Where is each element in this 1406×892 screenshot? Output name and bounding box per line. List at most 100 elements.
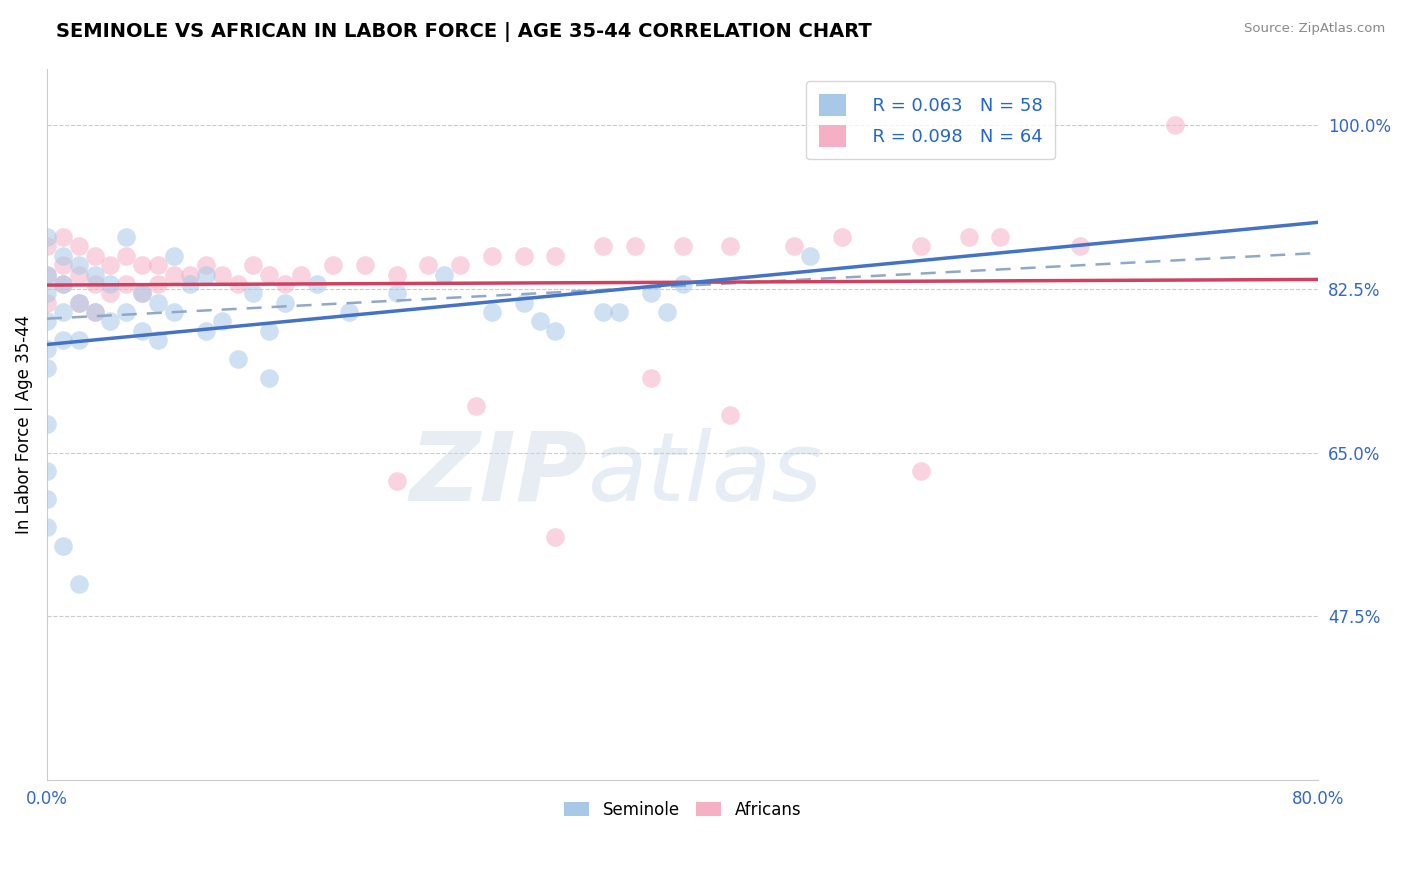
Point [226,277,249,291]
Point [544,249,567,263]
Point [481,305,503,319]
Point [146,258,169,272]
Point [194,268,217,282]
Point [131,286,153,301]
Point [512,249,534,263]
Point [146,295,169,310]
Point [385,268,408,282]
Point [146,333,169,347]
Text: Source: ZipAtlas.com: Source: ZipAtlas.com [1244,22,1385,36]
Point [67,576,90,591]
Point [67,295,90,310]
Point [307,277,329,291]
Point [83,305,105,319]
Point [194,258,217,272]
Point [910,239,932,253]
Point [211,314,233,328]
Point [259,324,281,338]
Point [274,295,297,310]
Point [52,305,75,319]
Point [163,268,186,282]
Text: atlas: atlas [588,428,823,521]
Point [115,230,138,244]
Point [353,258,375,272]
Point [799,249,821,263]
Point [100,258,122,272]
Point [100,277,122,291]
Point [910,464,932,478]
Point [67,295,90,310]
Point [52,258,75,272]
Point [35,520,58,534]
Point [35,361,58,376]
Point [35,314,58,328]
Point [655,305,678,319]
Point [131,258,153,272]
Point [226,351,249,366]
Point [465,399,488,413]
Point [1069,239,1091,253]
Point [290,268,312,282]
Point [607,305,630,319]
Point [671,277,693,291]
Legend: Seminole, Africans: Seminole, Africans [557,794,808,825]
Point [544,324,567,338]
Point [67,239,90,253]
Point [544,530,567,544]
Point [115,277,138,291]
Point [115,305,138,319]
Point [322,258,344,272]
Point [194,324,217,338]
Point [52,230,75,244]
Point [1164,118,1187,132]
Point [671,239,693,253]
Point [163,305,186,319]
Point [624,239,647,253]
Point [52,333,75,347]
Point [242,286,264,301]
Point [163,249,186,263]
Point [115,249,138,263]
Point [718,239,741,253]
Point [35,492,58,507]
Text: SEMINOLE VS AFRICAN IN LABOR FORCE | AGE 35-44 CORRELATION CHART: SEMINOLE VS AFRICAN IN LABOR FORCE | AGE… [56,22,872,42]
Point [831,230,853,244]
Point [146,277,169,291]
Point [385,474,408,488]
Point [640,286,662,301]
Point [990,230,1012,244]
Point [640,370,662,384]
Point [179,268,201,282]
Point [100,286,122,301]
Point [131,324,153,338]
Point [512,295,534,310]
Point [67,333,90,347]
Point [385,286,408,301]
Point [52,539,75,553]
Point [131,286,153,301]
Point [83,268,105,282]
Point [35,268,58,282]
Point [52,277,75,291]
Point [592,239,614,253]
Point [67,258,90,272]
Point [35,295,58,310]
Point [259,370,281,384]
Point [337,305,360,319]
Point [592,305,614,319]
Point [957,230,980,244]
Point [35,230,58,244]
Point [211,268,233,282]
Point [418,258,440,272]
Point [179,277,201,291]
Point [718,408,741,422]
Point [83,277,105,291]
Point [35,343,58,357]
Point [35,464,58,478]
Point [449,258,471,272]
Point [783,239,806,253]
Point [52,277,75,291]
Point [35,417,58,432]
Point [83,305,105,319]
Point [100,314,122,328]
